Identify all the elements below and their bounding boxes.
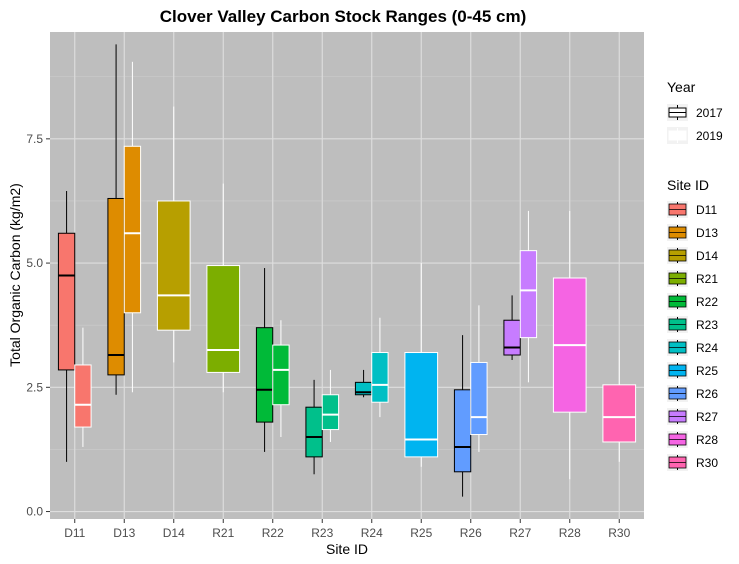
x-tick-label: R21 (212, 526, 234, 540)
box-layer (57, 44, 637, 497)
box-body (57, 232, 76, 371)
x-tick-label: R22 (262, 526, 284, 540)
box-body (371, 352, 389, 403)
y-tick-label: 5.0 (26, 256, 43, 270)
x-tick-label: R27 (509, 526, 531, 540)
legend-site-label: D14 (696, 249, 718, 263)
box-r25-2019 (404, 263, 439, 467)
box-d13-2019 (123, 61, 142, 393)
box-d11-2019 (74, 327, 92, 447)
legend-site-label: R23 (696, 318, 718, 332)
box-body (404, 352, 439, 458)
box-r23-2019 (321, 369, 340, 442)
legend-site-r23: R23 (667, 316, 718, 333)
box-r21-2019 (206, 183, 241, 393)
legend-year-label: 2017 (696, 106, 723, 120)
box-r30-2019 (602, 350, 637, 462)
legend-year-title: Year (667, 79, 696, 95)
x-tick-label: R25 (410, 526, 432, 540)
plot-panel (50, 32, 644, 519)
box-body (123, 145, 142, 314)
legend-site-r25: R25 (667, 362, 718, 379)
box-r22-2019 (272, 320, 290, 438)
x-tick-label: D11 (64, 526, 85, 540)
legend-site-r27: R27 (667, 408, 718, 425)
legend-site-r26: R26 (667, 385, 718, 402)
y-tick-label: 2.5 (26, 380, 43, 394)
box-body (453, 389, 472, 473)
legend-year-2019: 2019 (667, 127, 723, 144)
x-tick-label: R28 (559, 526, 581, 540)
legend-year-label: 2019 (696, 129, 723, 143)
y-tick-label: 7.5 (26, 132, 43, 146)
legend-site-r21: R21 (667, 270, 718, 287)
legend-site-label: R26 (696, 387, 718, 401)
x-tick-label: R26 (460, 526, 482, 540)
box-d11-2017 (57, 191, 76, 462)
legend-site-r28: R28 (667, 431, 718, 448)
legend-site-label: D11 (696, 203, 717, 217)
box-r24-2019 (371, 317, 389, 418)
legend-site-label: R27 (696, 410, 718, 424)
legend-site-r24: R24 (667, 339, 718, 356)
box-body (519, 250, 538, 339)
box-body (156, 200, 191, 331)
box-body (305, 406, 323, 458)
legend-year-2017: 2017 (667, 104, 723, 121)
box-body (602, 384, 637, 443)
y-axis-title: Total Organic Carbon (kg/m2) (7, 183, 23, 367)
legend-site-label: R25 (696, 364, 718, 378)
legend-site-d11: D11 (667, 201, 717, 218)
box-body (272, 344, 290, 406)
box-body (74, 364, 92, 428)
legend-site-d14: D14 (667, 247, 718, 264)
box-body (470, 361, 488, 436)
legend-site-label: R28 (696, 433, 718, 447)
legend: Year Site ID 2017 2019 D11 D13 D14 R21 R22 R23 R… (667, 79, 723, 471)
x-tick-label: R24 (361, 526, 383, 540)
box-r26-2019 (470, 305, 488, 452)
box-r27-2019 (519, 210, 538, 383)
box-body (503, 319, 521, 356)
box-r23-2017 (305, 379, 323, 475)
legend-site-label: D13 (696, 226, 718, 240)
legend-site-title: Site ID (667, 177, 709, 193)
legend-site-r22: R22 (667, 293, 718, 310)
y-tick-label: 0.0 (26, 505, 43, 519)
legend-site-d13: D13 (667, 224, 718, 241)
box-r27-2017 (503, 295, 521, 360)
box-body (255, 327, 274, 423)
legend-site-r30: R30 (667, 454, 718, 471)
box-body (321, 394, 340, 431)
legend-site-label: R24 (696, 341, 718, 355)
box-body (107, 197, 125, 376)
chart-title: Clover Valley Carbon Stock Ranges (0-45 … (160, 7, 527, 26)
box-r28-2019 (552, 210, 587, 480)
x-tick-label: D14 (163, 526, 185, 540)
legend-site-label: R21 (696, 272, 718, 286)
legend-site-label: R30 (696, 456, 718, 470)
legend-site-label: R22 (696, 295, 718, 309)
box-d14-2019 (156, 106, 191, 363)
x-tick-label: R23 (311, 526, 333, 540)
axis-layer: 0.0 2.5 5.0 7.5 D11 D13 D14 R21 R22 R23 R24 R25 R26 R… (26, 132, 630, 540)
x-axis-title: Site ID (326, 541, 368, 557)
x-tick-label: R30 (608, 526, 630, 540)
x-tick-label: D13 (113, 526, 135, 540)
box-body (206, 265, 241, 373)
